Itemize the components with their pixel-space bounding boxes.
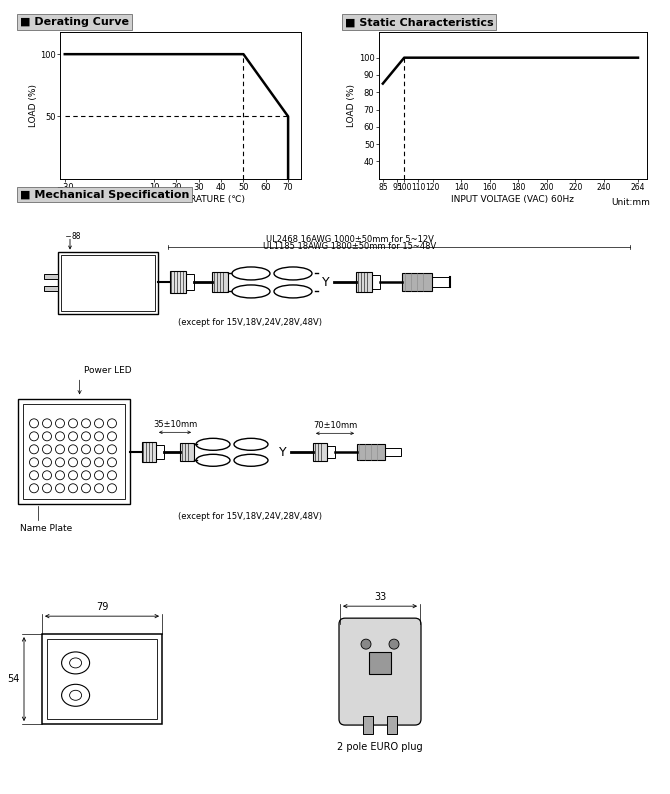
Text: 70±10mm: 70±10mm [313, 422, 357, 430]
Bar [313, 443, 327, 461]
Text: ■ Derating Curve: ■ Derating Curve [20, 17, 129, 27]
Bar [356, 272, 372, 292]
Bar [327, 446, 335, 458]
Bar [357, 445, 385, 461]
Bar [23, 404, 125, 499]
Text: UL2468 16AWG 1000±50mm for 5~12V: UL2468 16AWG 1000±50mm for 5~12V [266, 236, 434, 245]
Bar [385, 449, 401, 457]
Text: 79: 79 [96, 602, 108, 612]
FancyBboxPatch shape [339, 619, 421, 725]
Text: Y: Y [279, 445, 287, 459]
X-axis label: AMBIENT TEMPERATURE (℃): AMBIENT TEMPERATURE (℃) [117, 195, 245, 203]
Text: 2 pole EURO plug: 2 pole EURO plug [337, 742, 423, 752]
Text: UL1185 18AWG 1800±50mm for 15~48V: UL1185 18AWG 1800±50mm for 15~48V [263, 242, 437, 252]
Text: Y: Y [322, 276, 330, 289]
Y-axis label: LOAD (%): LOAD (%) [29, 83, 38, 127]
Text: Name Plate: Name Plate [20, 524, 72, 534]
Y-axis label: LOAD (%): LOAD (%) [347, 83, 356, 127]
Bar [44, 275, 58, 279]
Bar [58, 252, 158, 314]
Text: 54: 54 [7, 674, 20, 684]
Bar [61, 256, 155, 311]
Text: ■ Static Characteristics: ■ Static Characteristics [345, 17, 494, 27]
Text: (except for 15V,18V,24V,28V,48V): (except for 15V,18V,24V,28V,48V) [178, 512, 322, 521]
Bar [142, 442, 156, 462]
Text: Unit:mm: Unit:mm [611, 198, 650, 207]
Bar [180, 443, 194, 461]
Bar [372, 276, 380, 290]
Bar [402, 273, 432, 291]
Bar [170, 272, 186, 294]
X-axis label: INPUT VOLTAGE (VAC) 60Hz: INPUT VOLTAGE (VAC) 60Hz [451, 195, 574, 203]
Bar [387, 716, 397, 734]
Circle shape [361, 639, 371, 649]
Text: 33: 33 [374, 592, 386, 602]
Text: Power LED: Power LED [84, 366, 131, 376]
Bar [212, 272, 228, 292]
Bar [432, 277, 450, 287]
Text: 88: 88 [72, 232, 82, 241]
Bar [156, 445, 164, 459]
Bar [42, 634, 162, 724]
Text: 35±10mm: 35±10mm [153, 420, 197, 430]
Bar [363, 716, 373, 734]
Circle shape [389, 639, 399, 649]
Bar [369, 652, 391, 674]
Bar [18, 399, 130, 504]
Bar [44, 287, 58, 291]
Bar [47, 639, 157, 719]
Text: ■ Mechanical Specification: ■ Mechanical Specification [20, 190, 190, 199]
Text: (except for 15V,18V,24V,28V,48V): (except for 15V,18V,24V,28V,48V) [178, 318, 322, 327]
Bar [186, 275, 194, 291]
